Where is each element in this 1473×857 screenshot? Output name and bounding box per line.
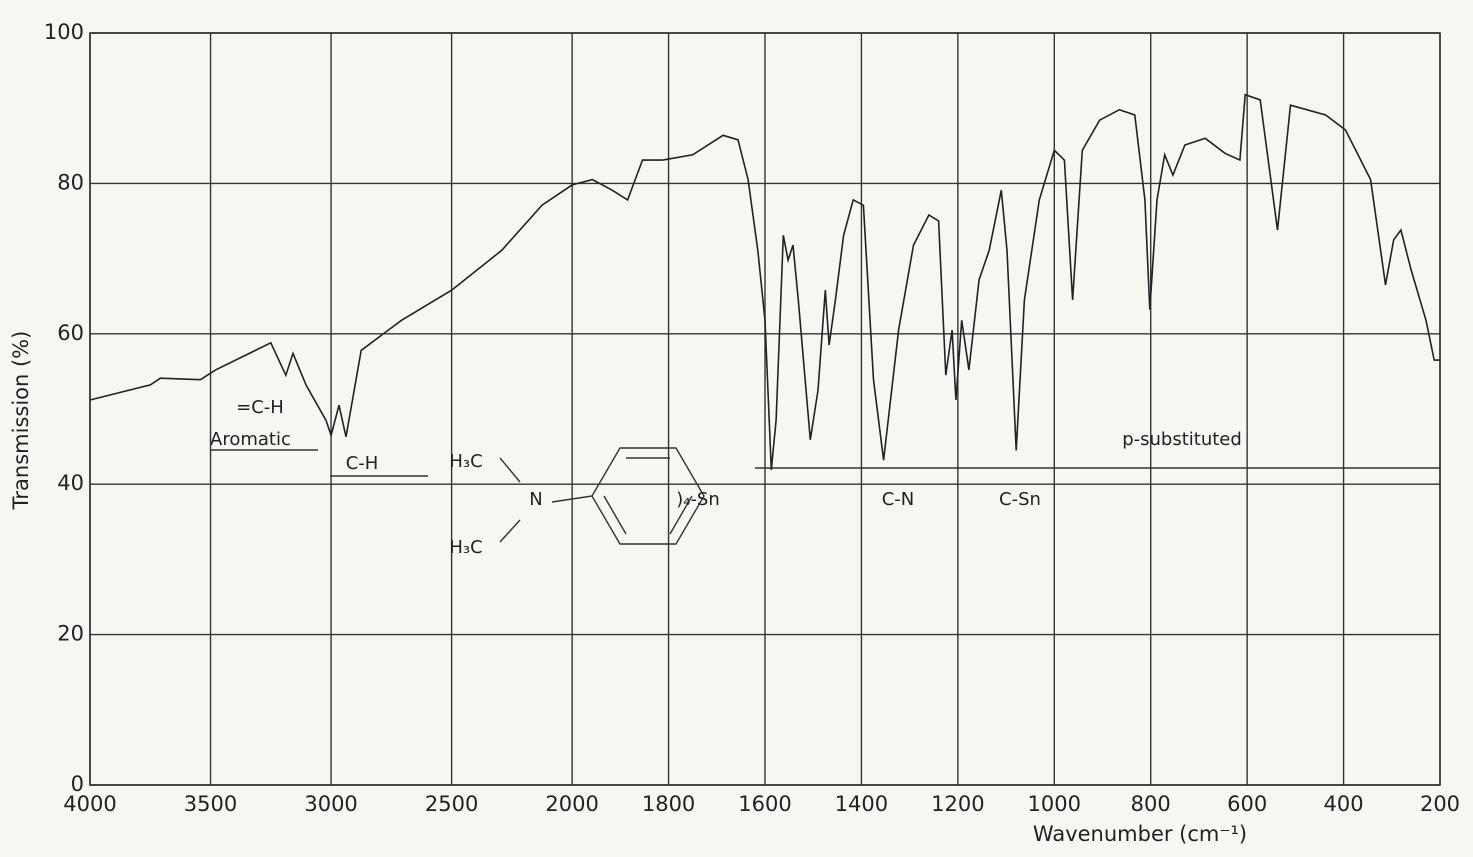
annotation: )₄-Sn [676,489,720,510]
x-tick-label: 400 [1324,792,1364,816]
y-tick-label: 60 [57,321,84,345]
y-tick-label: 100 [44,20,84,44]
x-tick-label: 1400 [835,792,888,816]
annotation: Aromatic [210,429,291,450]
y-axis-label: Transmission (%) [9,331,33,511]
spectrum-line [89,93,1440,470]
x-tick-label: 1200 [931,792,984,816]
x-tick-label: 1000 [1028,792,1081,816]
x-tick-label: 3000 [304,792,357,816]
x-axis-label: Wavenumber (cm⁻¹) [1033,822,1247,846]
annotation: H₃C [449,537,482,558]
x-tick-label: 1800 [642,792,695,816]
x-tick-label: 800 [1131,792,1171,816]
y-tick-label: 80 [57,170,84,194]
decorations [210,447,1440,545]
annotation: C-H [346,453,379,474]
annotation: C-N [882,489,915,510]
x-tick-label: 2000 [545,792,598,816]
annotation: N [529,489,542,510]
annotation: p-substituted [1122,429,1242,450]
annotation: =C-H [236,397,284,418]
x-tick-label: 200 [1420,792,1460,816]
y-tick-label: 20 [57,622,84,646]
x-tick-label: 1600 [738,792,791,816]
annotation: C-Sn [999,489,1041,510]
y-tick-label: 40 [57,471,84,495]
x-tick-label: 4000 [63,792,116,816]
y-tick-label: 0 [71,772,84,796]
x-tick-label: 600 [1227,792,1267,816]
annotation: H₃C [449,451,482,472]
x-tick-label: 3500 [184,792,237,816]
x-tick-label: 2500 [425,792,478,816]
